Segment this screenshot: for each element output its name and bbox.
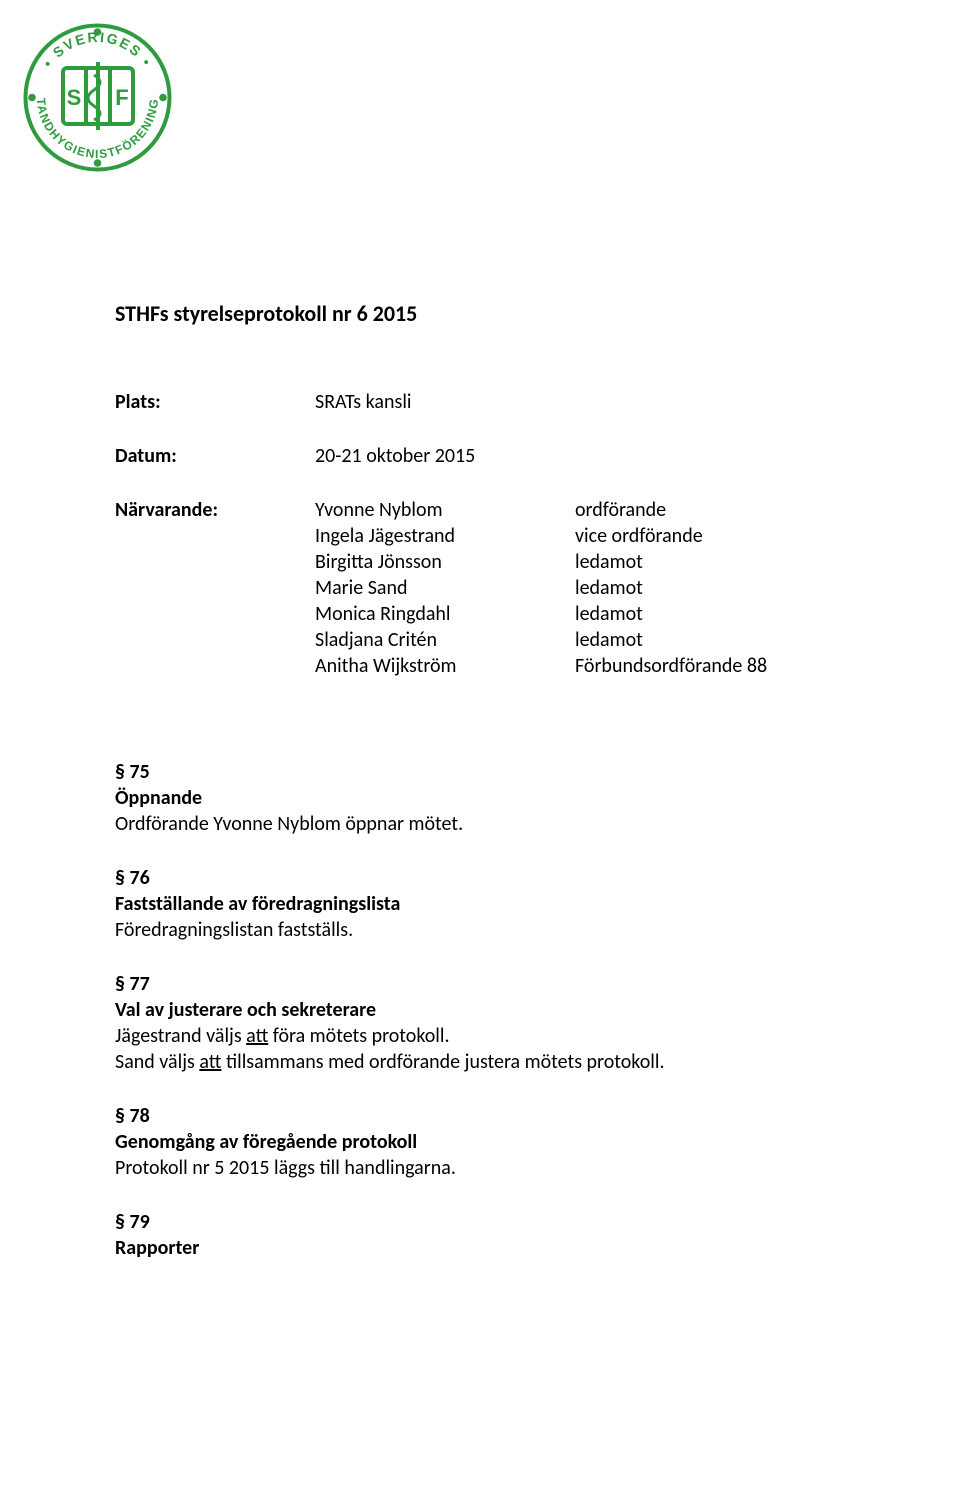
attendee-role: ledamot (575, 575, 767, 601)
svg-text:S: S (67, 85, 82, 110)
attendee-role: ordförande (575, 497, 767, 523)
section-79: § 79 Rapporter (115, 1209, 845, 1261)
section-heading: Val av justerare och sekreterare (115, 997, 845, 1023)
section-76: § 76 Fastställande av föredragningslista… (115, 865, 845, 943)
section-77: § 77 Val av justerare och sekreterare Jä… (115, 971, 845, 1075)
section-number: § 75 (115, 759, 845, 785)
attendee-row: Sladjana Critén ledamot (115, 627, 767, 653)
section-heading: Öppnande (115, 785, 845, 811)
narvarande-label: Närvarande: (115, 497, 315, 523)
datum-value: 20-21 oktober 2015 (315, 443, 575, 497)
attendee-name: Anitha Wijkström (315, 653, 575, 679)
section-number: § 77 (115, 971, 845, 997)
section-body: Protokoll nr 5 2015 läggs till handlinga… (115, 1155, 845, 1181)
attendee-name: Monica Ringdahl (315, 601, 575, 627)
attendee-name: Sladjana Critén (315, 627, 575, 653)
section-heading: Genomgång av föregående protokoll (115, 1129, 845, 1155)
section-body-line1: Jägestrand väljs att föra mötets protoko… (115, 1023, 845, 1049)
datum-label: Datum: (115, 443, 315, 497)
attendee-row: Monica Ringdahl ledamot (115, 601, 767, 627)
section-body-line2: Sand väljs att tillsammans med ordförand… (115, 1049, 845, 1075)
attendee-role: Förbundsordförande 88 (575, 653, 767, 679)
organization-logo: • SVERIGES • TANDHYGIENISTFÖRENING S F (20, 20, 175, 182)
section-heading: Rapporter (115, 1235, 845, 1261)
attendee-role: ledamot (575, 601, 767, 627)
section-number: § 79 (115, 1209, 845, 1235)
attendee-row: Marie Sand ledamot (115, 575, 767, 601)
plats-value: SRATs kansli (315, 389, 575, 443)
section-body: Ordförande Yvonne Nyblom öppnar mötet. (115, 811, 845, 837)
section-75: § 75 Öppnande Ordförande Yvonne Nyblom ö… (115, 759, 845, 837)
attendee-name: Birgitta Jönsson (315, 549, 575, 575)
plats-row: Plats: SRATs kansli (115, 389, 767, 443)
attendee-name: Marie Sand (315, 575, 575, 601)
datum-row: Datum: 20-21 oktober 2015 (115, 443, 767, 497)
section-number: § 76 (115, 865, 845, 891)
narvarande-row: Närvarande: Yvonne Nyblom ordförande (115, 497, 767, 523)
section-heading: Fastställande av föredragningslista (115, 891, 845, 917)
attendee-row: Anitha Wijkström Förbundsordförande 88 (115, 653, 767, 679)
meeting-meta-table: Plats: SRATs kansli Datum: 20-21 oktober… (115, 389, 767, 679)
svg-text:F: F (115, 85, 128, 110)
section-number: § 78 (115, 1103, 845, 1129)
attendee-role: ledamot (575, 549, 767, 575)
section-78: § 78 Genomgång av föregående protokoll P… (115, 1103, 845, 1181)
attendee-name: Ingela Jägestrand (315, 523, 575, 549)
attendee-role: vice ordförande (575, 523, 767, 549)
attendee-row: Birgitta Jönsson ledamot (115, 549, 767, 575)
attendee-role: ledamot (575, 627, 767, 653)
section-body: Föredragningslistan fastställs. (115, 917, 845, 943)
attendee-row: Ingela Jägestrand vice ordförande (115, 523, 767, 549)
document-page: • SVERIGES • TANDHYGIENISTFÖRENING S F S… (0, 0, 960, 1301)
plats-label: Plats: (115, 389, 315, 443)
document-title: STHFs styrelseprotokoll nr 6 2015 (115, 300, 845, 329)
attendee-name: Yvonne Nyblom (315, 497, 575, 523)
